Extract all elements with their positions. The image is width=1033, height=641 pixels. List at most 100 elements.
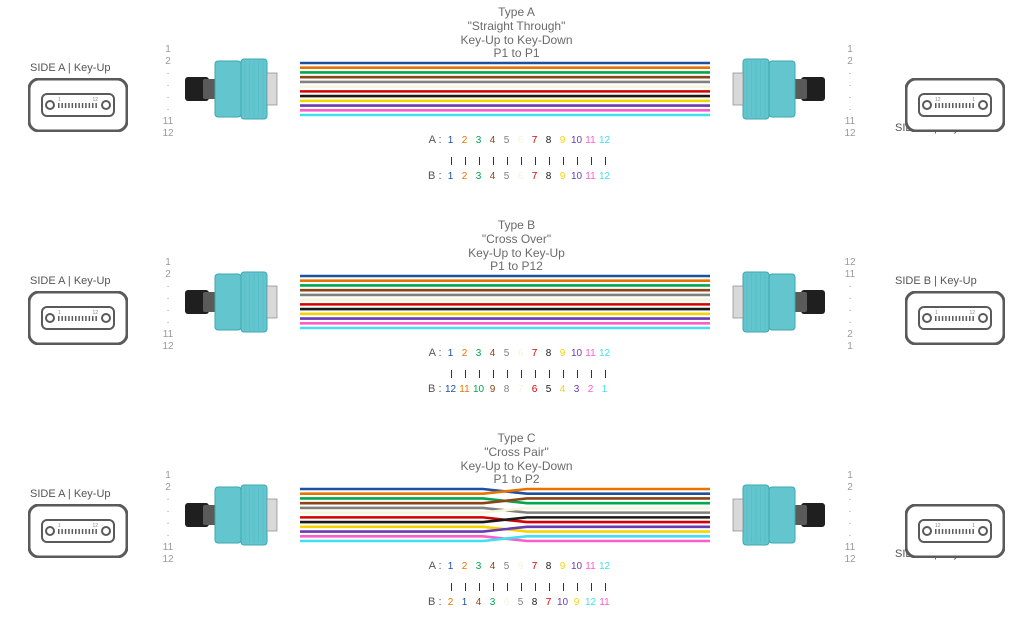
cable-connector-right	[705, 55, 825, 123]
svg-text:12: 12	[935, 97, 941, 103]
mapping-num: 12	[598, 135, 612, 146]
mapping-num: 2	[458, 135, 472, 146]
mapping-row-label: A :	[422, 560, 444, 572]
mapping-num: 11	[584, 348, 598, 359]
svg-text:1: 1	[58, 97, 61, 103]
pin-label: ·	[840, 293, 860, 304]
svg-text:1: 1	[972, 97, 975, 103]
mapping-num: 6	[528, 384, 542, 395]
svg-text:1: 1	[935, 310, 938, 316]
svg-text:1: 1	[58, 310, 61, 316]
mapping-num: 8	[542, 135, 556, 146]
mapping-row-label: B :	[422, 383, 444, 395]
side-a-connector-icon: 1 12	[28, 504, 128, 558]
diagram-typeA: Type A"Straight Through"Key-Up to Key-Do…	[0, 0, 1033, 213]
cable-connector-right	[705, 268, 825, 336]
mapping-num: 8	[500, 384, 514, 395]
svg-text:12: 12	[92, 97, 98, 103]
side-a-label: SIDE A | Key-Up	[30, 488, 111, 500]
pin-label: ·	[840, 317, 860, 328]
mapping-num: 7	[514, 384, 528, 395]
pin-label: ·	[840, 80, 860, 91]
mapping-num: 3	[472, 348, 486, 359]
pin-label: 2	[158, 269, 178, 280]
svg-text:12: 12	[92, 523, 98, 529]
pin-label: 11	[840, 542, 860, 553]
mapping-num: 1	[598, 384, 612, 395]
mapping-num: 7	[528, 171, 542, 182]
mapping-num: 3	[570, 384, 584, 395]
mapping-row-b: B :123456789101112	[422, 169, 612, 183]
mapping-row-label: A :	[422, 134, 444, 146]
pin-label: ·	[158, 293, 178, 304]
mapping-num: 11	[458, 384, 472, 395]
side-b-connector-icon: 112	[905, 291, 1005, 345]
mapping-block: A :123456789101112B :123456789101112	[0, 130, 1033, 184]
mapping-num: 7	[528, 135, 542, 146]
mapping-ticks	[422, 156, 612, 166]
mapping-num: 9	[556, 348, 570, 359]
mapping-num: 2	[444, 597, 458, 608]
mapping-num: 8	[542, 561, 556, 572]
pin-label: 11	[158, 116, 178, 127]
pin-label: ·	[840, 92, 860, 103]
pin-label: 1	[158, 44, 178, 55]
mapping-num: 10	[556, 597, 570, 608]
pin-label: ·	[840, 104, 860, 115]
mapping-num: 2	[584, 384, 598, 395]
pin-label: ·	[158, 68, 178, 79]
pin-label: ·	[840, 506, 860, 517]
mapping-num: 2	[458, 348, 472, 359]
cable-connector-right	[705, 481, 825, 549]
mapping-num: 12	[598, 348, 612, 359]
side-b-connector-icon: 12 1	[905, 78, 1005, 132]
pin-column: 12····1112	[158, 470, 178, 570]
cable-connector-left	[185, 55, 305, 123]
mapping-num: 6	[514, 561, 528, 572]
pin-label: ·	[840, 494, 860, 505]
mapping-num: 9	[570, 597, 584, 608]
diagram-typeC: Type C"Cross Pair"Key-Up to Key-DownP1 t…	[0, 426, 1033, 639]
side-a-connector-icon: 112	[28, 291, 128, 345]
side-b-connector-icon: 121	[905, 504, 1005, 558]
mapping-num: 12	[444, 384, 458, 395]
mapping-num: 1	[444, 135, 458, 146]
mapping-num: 1	[444, 171, 458, 182]
mapping-num: 1	[458, 597, 472, 608]
mapping-num: 1	[444, 348, 458, 359]
mapping-num: 2	[458, 171, 472, 182]
side-a-label: SIDE A | Key-Up	[30, 275, 111, 287]
mapping-num: 6	[514, 171, 528, 182]
pin-label: ·	[158, 506, 178, 517]
mapping-num: 7	[542, 597, 556, 608]
pin-column: 1211····21	[840, 257, 860, 357]
mapping-num: 4	[486, 135, 500, 146]
mapping-num: 9	[556, 171, 570, 182]
mapping-num: 4	[486, 348, 500, 359]
pin-label: 2	[840, 329, 860, 340]
title-block: Type A"Straight Through"Key-Up to Key-Do…	[0, 6, 1033, 61]
mapping-num: 9	[556, 135, 570, 146]
mapping-num: 6	[500, 597, 514, 608]
mapping-num: 6	[514, 348, 528, 359]
mapping-num: 3	[472, 135, 486, 146]
pin-label: 1	[840, 470, 860, 481]
mapping-num: 4	[486, 171, 500, 182]
pin-label: ·	[840, 530, 860, 541]
mapping-num: 3	[472, 171, 486, 182]
pin-label: ·	[158, 80, 178, 91]
svg-text:1: 1	[58, 523, 61, 529]
pin-label: 1	[840, 44, 860, 55]
pin-label: 2	[840, 482, 860, 493]
pin-label: 1	[158, 257, 178, 268]
pin-label: 12	[840, 257, 860, 268]
pin-label: ·	[158, 305, 178, 316]
mapping-num: 10	[472, 384, 486, 395]
pin-label: ·	[158, 494, 178, 505]
pin-column: 12····1112	[840, 470, 860, 570]
mapping-num: 5	[500, 348, 514, 359]
mapping-num: 3	[486, 597, 500, 608]
pin-label: ·	[840, 518, 860, 529]
mapping-num: 10	[570, 348, 584, 359]
mapping-num: 11	[584, 561, 598, 572]
